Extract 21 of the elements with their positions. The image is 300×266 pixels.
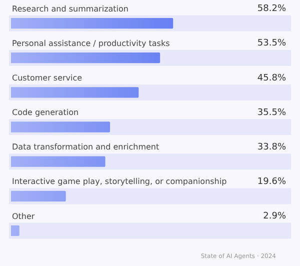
bar xyxy=(11,122,110,132)
bar xyxy=(11,18,174,29)
data-label: 19.6% xyxy=(257,176,286,187)
y-tick-label: Other xyxy=(12,212,36,221)
data-label: 58.2% xyxy=(257,4,286,14)
y-tick-label: Customer service xyxy=(12,74,82,83)
data-label: 35.5% xyxy=(257,108,286,118)
y-tick-label: Research and summarization xyxy=(12,4,128,14)
y-tick-label: Interactive game play, storytelling, or companionship xyxy=(12,177,227,186)
y-tick-label: Personal assistance / productivity tasks xyxy=(12,38,170,48)
bar xyxy=(11,52,160,64)
data-label: 33.8% xyxy=(257,142,286,152)
bar xyxy=(11,87,139,98)
y-tick-label: Code generation xyxy=(12,108,79,118)
y-tick-label: Data transformation and enrichment xyxy=(12,142,160,152)
data-label: 2.9% xyxy=(263,212,286,222)
data-label: 45.8% xyxy=(257,73,286,84)
bar xyxy=(11,225,20,236)
bar xyxy=(11,190,66,202)
data-label: 53.5% xyxy=(257,38,286,49)
bar xyxy=(11,156,106,167)
